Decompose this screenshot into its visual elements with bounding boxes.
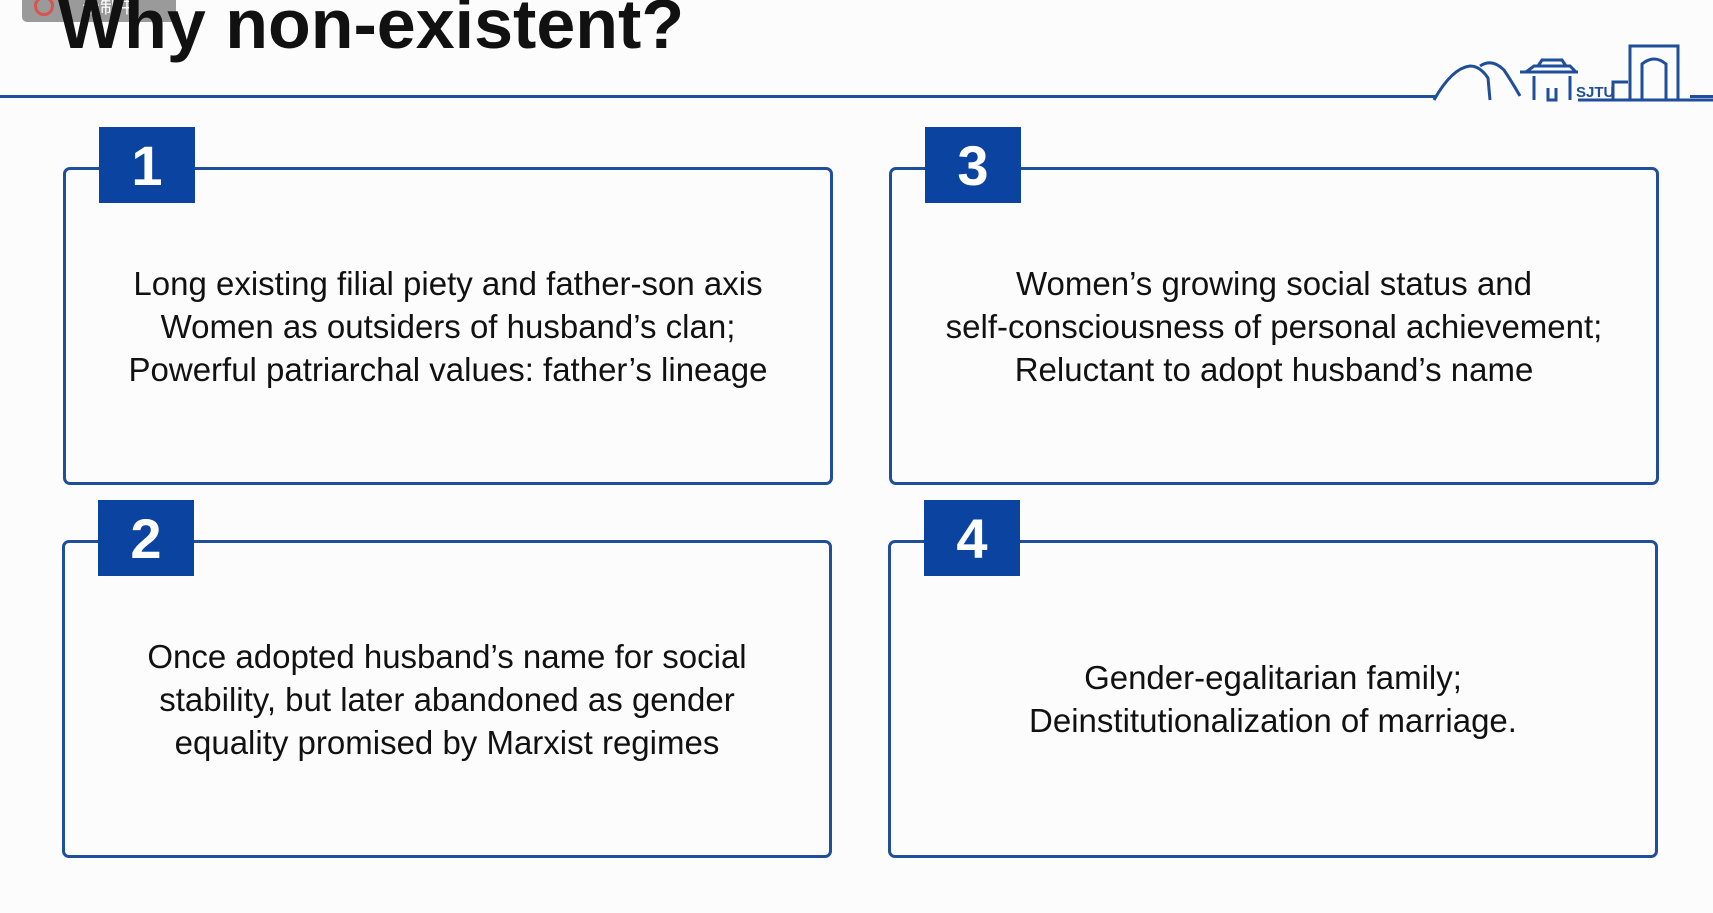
card-line: Deinstitutionalization of marriage. [1029, 702, 1517, 739]
card-line: Once adopted husband’s name for social [147, 637, 747, 675]
card-number: 4 [924, 500, 1020, 576]
card-4: 4 Gender-egalitarian family; Deinstituti… [888, 500, 1658, 858]
card-line: Gender-egalitarian family; [1084, 659, 1462, 696]
card-number: 3 [925, 127, 1021, 203]
card-line: stability, but later abandoned as gender [159, 680, 735, 718]
card-1: 1 Long existing filial piety and father-… [63, 127, 833, 485]
card-number: 2 [98, 500, 194, 576]
header-divider-end [1690, 95, 1713, 98]
card-line: Women as outsiders of husband’s clan; [160, 307, 736, 345]
card-line: self-consciousness of personal achieveme… [945, 307, 1603, 345]
card-line: Long existing filial piety and father-so… [133, 264, 763, 302]
card-text: Long existing filial piety and father-so… [78, 170, 818, 482]
card-text: Gender-egalitarian family; Deinstitution… [903, 543, 1643, 855]
card-line: Women’s growing social status and [1015, 264, 1533, 302]
card-line: equality promised by Marxist regimes [174, 723, 720, 761]
card-line: Powerful patriarchal values: father’s li… [128, 350, 768, 388]
card-2: 2 Once adopted husband’s name for social… [62, 500, 832, 858]
card-3: 3 Women’s growing social status and self… [889, 127, 1659, 485]
slide-title: Why non-existent? [58, 0, 685, 63]
card-number: 1 [99, 127, 195, 203]
svg-text:SJTU: SJTU [1576, 84, 1614, 101]
recording-label: 录制中 [82, 0, 136, 17]
card-text: Women’s growing social status and self-c… [904, 170, 1644, 482]
card-text: Once adopted husband’s name for social s… [77, 543, 817, 855]
card-line: Reluctant to adopt husband’s name [1014, 350, 1534, 388]
header-divider [0, 95, 1437, 98]
recording-indicator[interactable]: 录制中 [22, 0, 176, 22]
university-logo: SJTU [1432, 44, 1713, 102]
record-icon [34, 0, 54, 16]
